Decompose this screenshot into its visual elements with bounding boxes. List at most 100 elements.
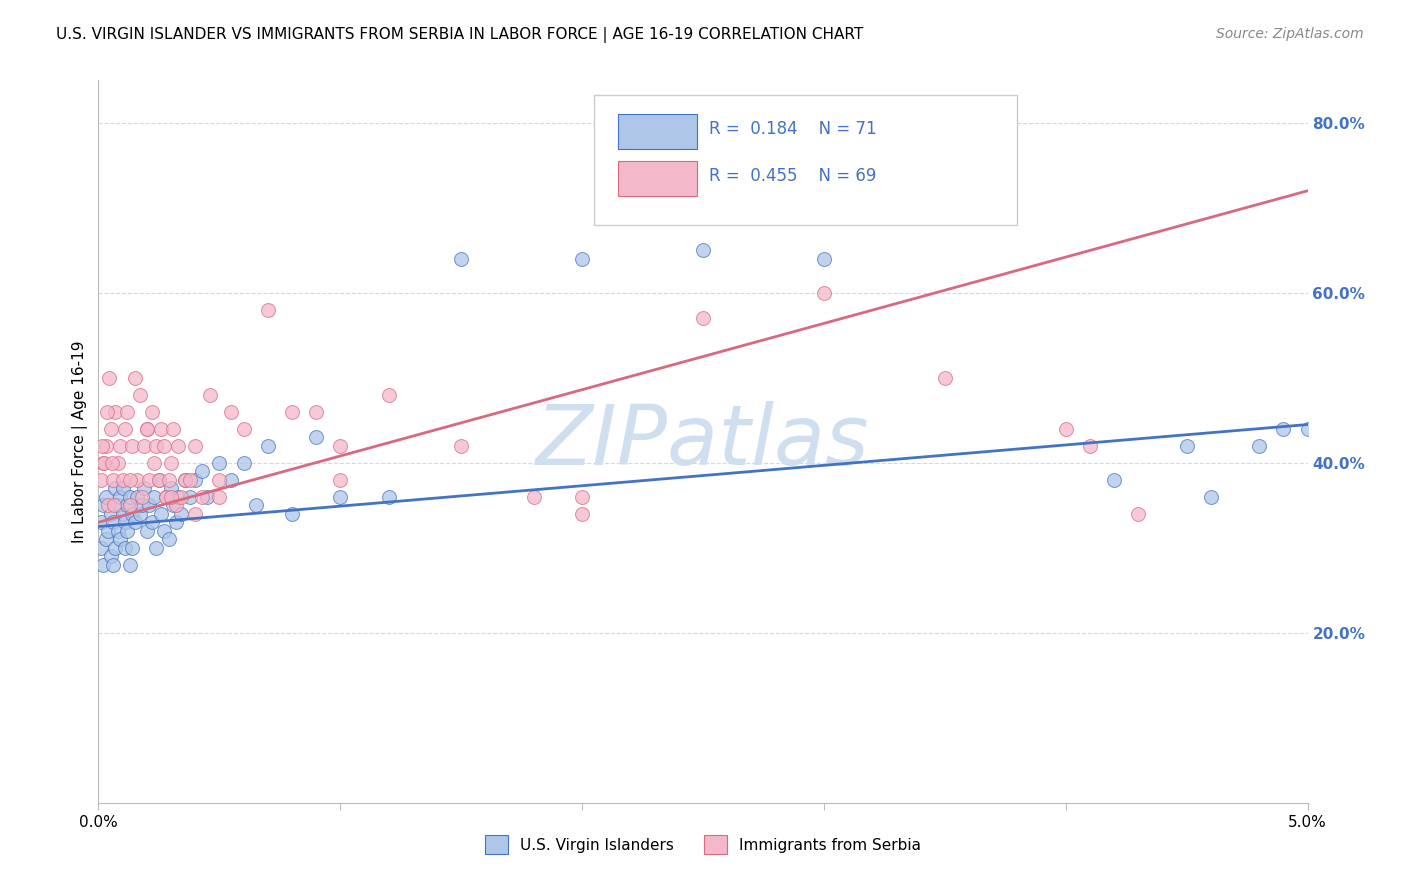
Point xyxy=(1128,507,1150,521)
Point xyxy=(232,456,254,470)
Point xyxy=(692,244,714,258)
Point xyxy=(150,422,173,436)
Text: U.S. VIRGIN ISLANDER VS IMMIGRANTS FROM SERBIA IN LABOR FORCE | AGE 16-19 CORREL: U.S. VIRGIN ISLANDER VS IMMIGRANTS FROM … xyxy=(56,27,863,43)
Point xyxy=(813,285,835,300)
Point xyxy=(174,473,197,487)
FancyBboxPatch shape xyxy=(619,114,697,149)
Point xyxy=(117,498,139,512)
Point xyxy=(152,524,174,538)
Point xyxy=(97,498,120,512)
Point xyxy=(1296,422,1319,436)
Point xyxy=(571,252,593,266)
Point xyxy=(104,481,127,495)
Point xyxy=(692,311,714,326)
Point xyxy=(157,533,180,547)
Point xyxy=(90,516,112,530)
Point xyxy=(191,490,214,504)
Point xyxy=(184,507,207,521)
Point xyxy=(124,516,146,530)
Point xyxy=(167,439,190,453)
Point xyxy=(100,507,122,521)
Point xyxy=(94,533,117,547)
Point xyxy=(138,473,160,487)
Point xyxy=(1272,422,1295,436)
Point xyxy=(934,371,956,385)
Point xyxy=(450,439,472,453)
Point xyxy=(128,507,150,521)
Point xyxy=(179,473,201,487)
Point xyxy=(90,473,112,487)
Point xyxy=(107,498,129,512)
Point xyxy=(117,524,139,538)
Point xyxy=(195,490,218,504)
Point xyxy=(101,516,124,530)
Point xyxy=(114,516,136,530)
Point xyxy=(135,524,157,538)
Point xyxy=(118,558,141,572)
Point xyxy=(191,464,214,478)
Point xyxy=(134,439,156,453)
Point xyxy=(329,439,352,453)
Point xyxy=(450,252,472,266)
Text: R =  0.184    N = 71: R = 0.184 N = 71 xyxy=(709,120,877,138)
Point xyxy=(143,456,166,470)
Point xyxy=(813,252,835,266)
Point xyxy=(152,439,174,453)
FancyBboxPatch shape xyxy=(595,95,1018,225)
Y-axis label: In Labor Force | Age 16-19: In Labor Force | Age 16-19 xyxy=(72,340,89,543)
Point xyxy=(281,507,304,521)
Point xyxy=(111,507,134,521)
Point xyxy=(94,490,117,504)
Point xyxy=(94,439,117,453)
Point xyxy=(101,473,124,487)
Point xyxy=(377,490,399,504)
Point xyxy=(97,524,120,538)
Point xyxy=(118,498,141,512)
Point xyxy=(131,498,153,512)
Point xyxy=(118,473,141,487)
Point xyxy=(160,456,183,470)
Point xyxy=(127,473,149,487)
Point xyxy=(169,490,191,504)
Point xyxy=(145,541,167,555)
Point xyxy=(305,405,328,419)
Point xyxy=(160,481,183,495)
FancyBboxPatch shape xyxy=(619,161,697,196)
Point xyxy=(162,422,184,436)
Point xyxy=(111,481,134,495)
Point xyxy=(148,473,170,487)
Point xyxy=(100,549,122,564)
Point xyxy=(184,439,207,453)
Point xyxy=(150,507,173,521)
Point xyxy=(91,498,114,512)
Point xyxy=(184,473,207,487)
Point xyxy=(91,456,114,470)
Point xyxy=(221,405,243,419)
Point xyxy=(155,490,177,504)
Point xyxy=(91,439,114,453)
Point xyxy=(124,371,146,385)
Point xyxy=(145,439,167,453)
Point xyxy=(107,524,129,538)
Point xyxy=(1249,439,1271,453)
Point xyxy=(169,507,191,521)
Point xyxy=(127,490,149,504)
Point xyxy=(118,490,141,504)
Point xyxy=(143,490,166,504)
Point xyxy=(165,498,187,512)
Point xyxy=(245,498,267,512)
Point xyxy=(100,456,122,470)
Point xyxy=(232,422,254,436)
Point xyxy=(174,473,197,487)
Point xyxy=(165,516,187,530)
Point xyxy=(162,498,184,512)
Point xyxy=(121,439,143,453)
Point xyxy=(305,430,328,444)
Point xyxy=(138,498,160,512)
Point xyxy=(141,516,163,530)
Point xyxy=(329,490,352,504)
Point xyxy=(155,490,177,504)
Point xyxy=(103,498,125,512)
Point xyxy=(1102,473,1125,487)
Point xyxy=(160,490,183,504)
